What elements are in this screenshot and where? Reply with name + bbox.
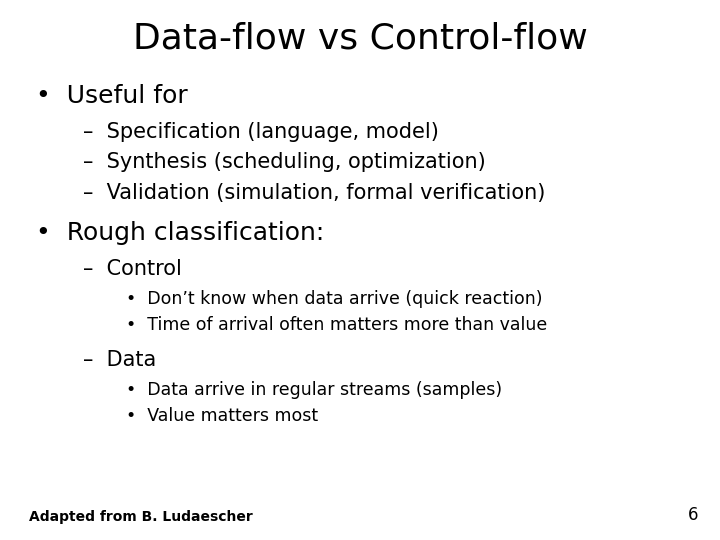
Text: •  Useful for: • Useful for bbox=[36, 84, 188, 107]
Text: •  Don’t know when data arrive (quick reaction): • Don’t know when data arrive (quick rea… bbox=[126, 290, 542, 308]
Text: •  Time of arrival often matters more than value: • Time of arrival often matters more tha… bbox=[126, 316, 547, 334]
Text: –  Synthesis (scheduling, optimization): – Synthesis (scheduling, optimization) bbox=[83, 152, 485, 172]
Text: –  Specification (language, model): – Specification (language, model) bbox=[83, 122, 438, 141]
Text: •  Value matters most: • Value matters most bbox=[126, 407, 318, 424]
Text: •  Data arrive in regular streams (samples): • Data arrive in regular streams (sample… bbox=[126, 381, 502, 399]
Text: 6: 6 bbox=[688, 506, 698, 524]
Text: –  Validation (simulation, formal verification): – Validation (simulation, formal verific… bbox=[83, 183, 545, 203]
Text: Adapted from B. Ludaescher: Adapted from B. Ludaescher bbox=[29, 510, 253, 524]
Text: •  Rough classification:: • Rough classification: bbox=[36, 221, 324, 245]
Text: Data-flow vs Control-flow: Data-flow vs Control-flow bbox=[132, 22, 588, 56]
Text: –  Data: – Data bbox=[83, 350, 156, 370]
Text: –  Control: – Control bbox=[83, 259, 181, 279]
